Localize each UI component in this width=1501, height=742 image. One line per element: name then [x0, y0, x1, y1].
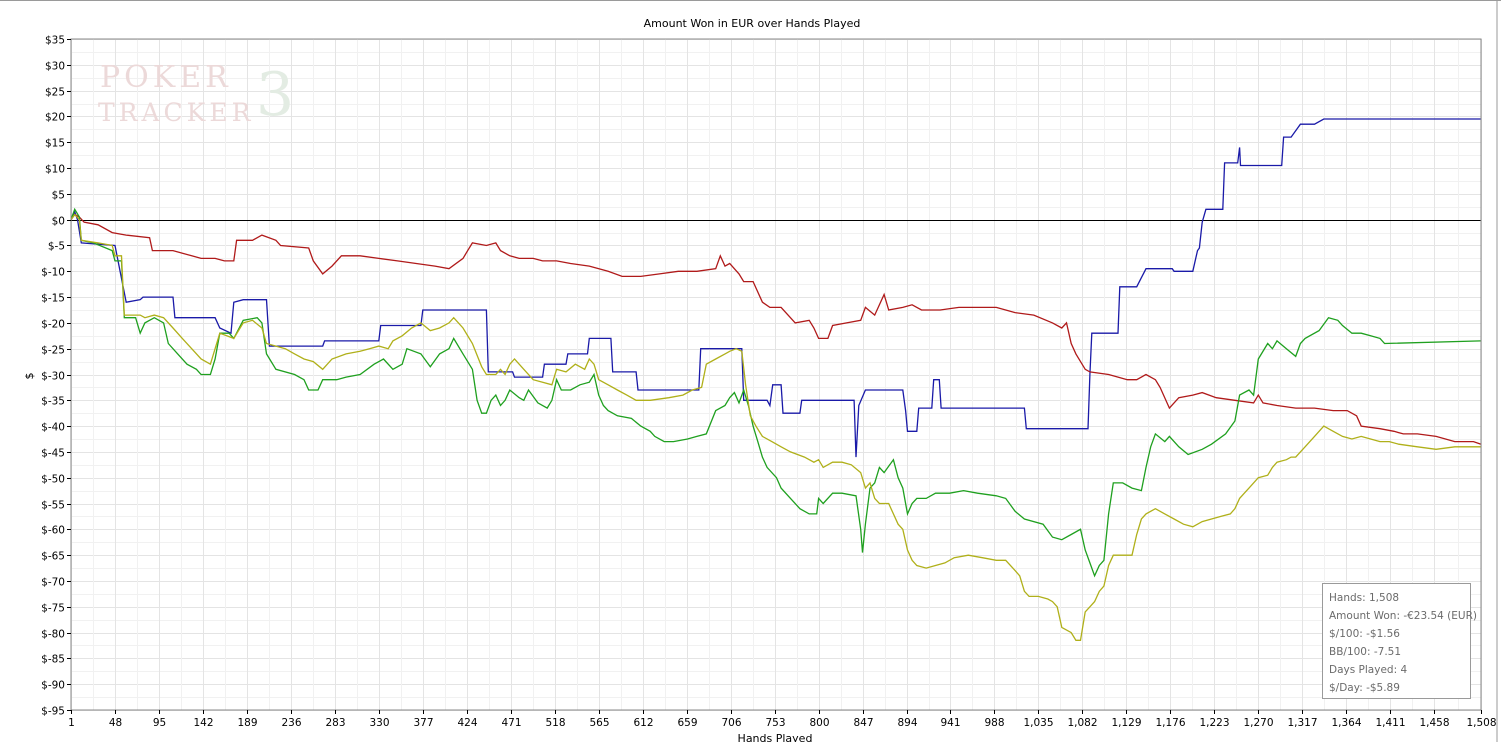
y-tick-label: $-15	[41, 293, 65, 305]
x-tick-label: 1,129	[1111, 717, 1141, 729]
x-tick-label: 1	[68, 717, 75, 729]
series-line-4	[70, 213, 1481, 641]
x-tick-label: 800	[809, 717, 829, 729]
x-tick-label: 706	[721, 717, 741, 729]
y-tick-label: $-55	[41, 500, 65, 512]
y-axis-label: $	[23, 373, 36, 380]
y-tick-label: $-90	[41, 680, 65, 692]
stat-hands: Hands: 1,508	[1329, 592, 1400, 604]
y-tick-label: $25	[45, 87, 65, 99]
y-tick-label: $-40	[41, 422, 65, 434]
y-tick-label: $30	[45, 61, 65, 73]
x-tick-label: 941	[940, 717, 960, 729]
y-tick-label: $-80	[41, 629, 65, 641]
y-tick-label: $-65	[41, 551, 65, 563]
x-tick-label: 659	[677, 717, 697, 729]
x-tick-label: 424	[457, 717, 477, 729]
x-tick-label: 330	[369, 717, 389, 729]
y-tick-label: $20	[45, 112, 65, 124]
stat-per-100: $/100: -$1.56	[1329, 628, 1400, 640]
x-tick-label: 1,317	[1287, 717, 1317, 729]
stat-amount-won: Amount Won: -€23.54 (EUR)	[1329, 610, 1477, 622]
stat-days-played: Days Played: 4	[1329, 664, 1408, 676]
y-tick-label: $10	[45, 164, 65, 176]
x-tick-label: 1,082	[1067, 717, 1097, 729]
stats-box: Hands: 1,508 Amount Won: -€23.54 (EUR) $…	[1322, 583, 1477, 699]
stat-bb-100: BB/100: -7.51	[1329, 646, 1402, 658]
grid-layer	[71, 39, 1482, 711]
x-tick-label: 1,458	[1419, 717, 1449, 729]
x-tick-label: 988	[984, 717, 1004, 729]
x-tick-label: 236	[281, 717, 301, 729]
x-tick-label: 1,223	[1199, 717, 1229, 729]
x-tick-label: 894	[897, 717, 917, 729]
series-line-3	[70, 207, 1482, 578]
x-tick-label: 283	[325, 717, 345, 729]
y-tick-label: $-45	[41, 448, 65, 460]
y-tick-label: $35	[45, 35, 65, 47]
x-tick-label: 847	[853, 717, 873, 729]
series-layer	[70, 118, 1482, 641]
axis-layer: $35 $30 $25 $20 $15 $10 $5 $0 $-5 $-10 $-15 $-20 $-2…	[41, 35, 1496, 730]
series-line-2	[70, 213, 1482, 445]
x-tick-label: 518	[545, 717, 565, 729]
x-tick-label: 1,508	[1466, 717, 1496, 729]
y-tick-label: $-25	[41, 345, 65, 357]
y-tick-label: $0	[52, 216, 65, 228]
x-tick-label: 48	[109, 717, 122, 729]
x-tick-label: 142	[193, 717, 213, 729]
y-tick-label: $5	[52, 190, 65, 202]
y-tick-label: $15	[45, 138, 65, 150]
y-tick-label: $-5	[48, 241, 65, 253]
y-tick-label: $-35	[41, 396, 65, 408]
y-tick-label: $-20	[41, 319, 65, 331]
x-tick-label: 1,176	[1155, 717, 1185, 729]
x-tick-label: 377	[413, 717, 433, 729]
y-tick-label: $-10	[41, 267, 65, 279]
x-axis-label: Hands Played	[738, 732, 813, 742]
y-tick-label: $-60	[41, 525, 65, 537]
series-line-1	[70, 118, 1481, 458]
x-tick-label: 753	[765, 717, 785, 729]
chart-title: Amount Won in EUR over Hands Played	[644, 17, 861, 30]
y-tick-label: $-70	[41, 577, 65, 589]
x-tick-label: 1,270	[1243, 717, 1273, 729]
x-tick-label: 1,364	[1331, 717, 1361, 729]
x-tick-label: 612	[633, 717, 653, 729]
y-tick-label: $-75	[41, 603, 65, 615]
y-tick-label: $-95	[41, 706, 65, 718]
x-tick-label: 471	[501, 717, 521, 729]
x-tick-label: 95	[153, 717, 166, 729]
x-tick-label: 189	[237, 717, 257, 729]
x-tick-label: 1,035	[1023, 717, 1053, 729]
y-tick-label: $-85	[41, 654, 65, 666]
y-tick-label: $-50	[41, 474, 65, 486]
x-tick-label: 1,411	[1375, 717, 1405, 729]
y-tick-label: $-30	[41, 371, 65, 383]
x-tick-label: 565	[589, 717, 609, 729]
stat-per-day: $/Day: -$5.89	[1329, 682, 1400, 694]
